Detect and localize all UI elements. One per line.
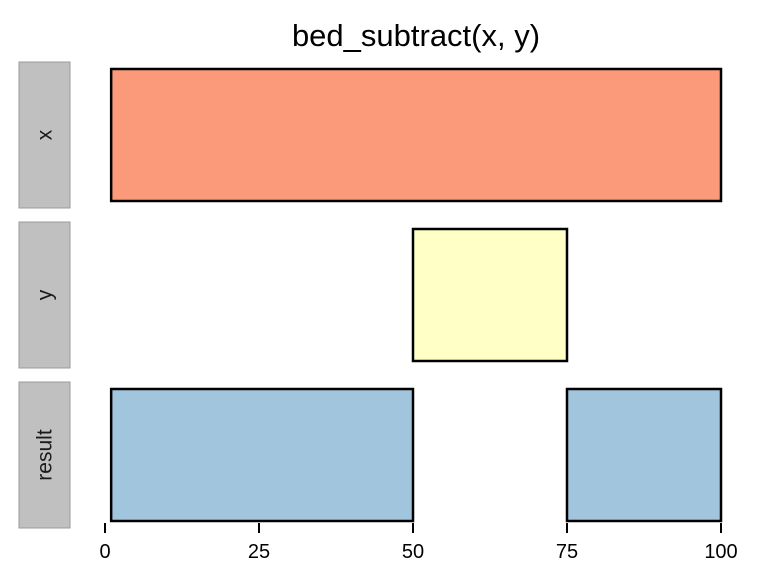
- x-tick-label-0: 0: [99, 541, 110, 563]
- interval-bar-x-0: [109, 67, 723, 203]
- strip-label-y: y: [34, 289, 57, 300]
- strip-x: [18, 61, 71, 209]
- interval-bar-result-0: [109, 387, 415, 523]
- panel-y: y: [18, 221, 569, 369]
- x-tick-label-25: 25: [248, 541, 270, 563]
- strip-y: [18, 221, 71, 369]
- panel-x: x: [18, 61, 723, 209]
- interval-bar-result-1: [565, 387, 723, 523]
- strip-label-x: x: [34, 129, 57, 140]
- x-tick-label-100: 100: [704, 541, 737, 563]
- x-tick-label-75: 75: [556, 541, 578, 563]
- x-axis: 0 25 50 75 100: [99, 523, 738, 563]
- interval-bar-y-0: [411, 227, 569, 363]
- strip-label-result: result: [34, 429, 57, 481]
- panels: x y result: [18, 61, 723, 529]
- strip-result: [18, 381, 71, 529]
- panel-result: result: [18, 381, 723, 529]
- chart-title: bed_subtract(x, y): [292, 18, 540, 53]
- x-tick-label-50: 50: [402, 541, 424, 563]
